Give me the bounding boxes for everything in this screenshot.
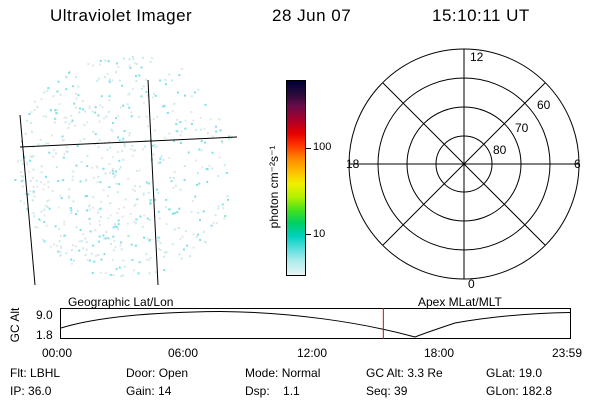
latitude-line (19, 136, 238, 148)
status-gain: Gain: 14 (126, 384, 172, 398)
longitude-line-right (147, 79, 159, 285)
time-tick-0600: 06:00 (168, 346, 199, 360)
colorbar-tick-label-10: 10 (313, 228, 326, 240)
status-gcalt-value: 3.3 Re (407, 366, 443, 380)
status-glat-value: 19.0 (518, 366, 543, 380)
colorbar (286, 80, 306, 276)
altitude-strip-frame (60, 308, 571, 339)
colorbar-unit-label: photon cm⁻²s⁻¹ (267, 145, 281, 229)
status-ip-value: 36.0 (28, 384, 52, 398)
mlt-label-6: 6 (574, 157, 581, 171)
colorbar-tick-label-100: 100 (313, 141, 332, 153)
status-ip: IP: 36.0 (10, 384, 52, 398)
date-label: 28 Jun 07 (272, 6, 352, 25)
instrument-title: Ultraviolet Imager (50, 6, 193, 25)
projection-label-geographic: Geographic Lat/Lon (68, 295, 174, 309)
status-door-value: Open (158, 366, 189, 380)
status-seq-value: 39 (394, 384, 408, 398)
status-gcalt: GC Alt: 3.3 Re (366, 366, 443, 380)
status-flt-value: LBHL (30, 366, 61, 380)
status-gain-value: 14 (158, 384, 172, 398)
altitude-ytick-9: 9.0 (36, 308, 53, 322)
status-door: Door: Open (126, 366, 189, 380)
status-dsp-value: 1.1 (283, 384, 300, 398)
lat-label-60: 60 (537, 98, 551, 112)
time-tick-1800: 18:00 (424, 346, 455, 360)
altitude-ytick-1-8: 1.8 (36, 328, 53, 342)
colorbar-gradient (286, 80, 306, 276)
colorbar-tick-10 (306, 234, 311, 235)
mlt-label-18: 18 (346, 157, 360, 171)
polar-plot: 12 18 6 0 60 70 80 (346, 48, 581, 290)
status-glat: GLat: 19.0 (486, 366, 543, 380)
status-flt: Flt: LBHL (10, 366, 61, 380)
longitude-line-left (19, 114, 36, 285)
status-mode: Mode: Normal (245, 366, 321, 380)
lat-label-70: 70 (515, 121, 529, 135)
uv-emission-speckles (14, 56, 233, 278)
mlt-label-0: 0 (468, 277, 475, 290)
status-glon: GLon: 182.8 (486, 384, 553, 398)
uv-image-panel (14, 56, 238, 285)
colorbar-tick-100 (306, 148, 311, 149)
time-tick-0000: 00:00 (42, 346, 73, 360)
projection-label-apex: Apex MLat/MLT (418, 295, 502, 309)
status-dsp: Dsp: 1.1 (245, 384, 300, 398)
status-glon-value: 182.8 (522, 384, 553, 398)
status-seq: Seq: 39 (366, 384, 408, 398)
altitude-strip-plot (60, 308, 571, 339)
altitude-curve (60, 310, 571, 338)
lat-label-80: 80 (493, 143, 507, 157)
mlt-label-12: 12 (470, 50, 484, 64)
polar-diagonal-b (382, 82, 546, 246)
status-mode-value: Normal (281, 366, 321, 380)
time-tick-2359: 23:59 (552, 346, 583, 360)
time-label: 15:10:11 UT (432, 6, 530, 25)
altitude-ylabel: GC Alt (8, 307, 22, 343)
time-tick-1200: 12:00 (297, 346, 328, 360)
